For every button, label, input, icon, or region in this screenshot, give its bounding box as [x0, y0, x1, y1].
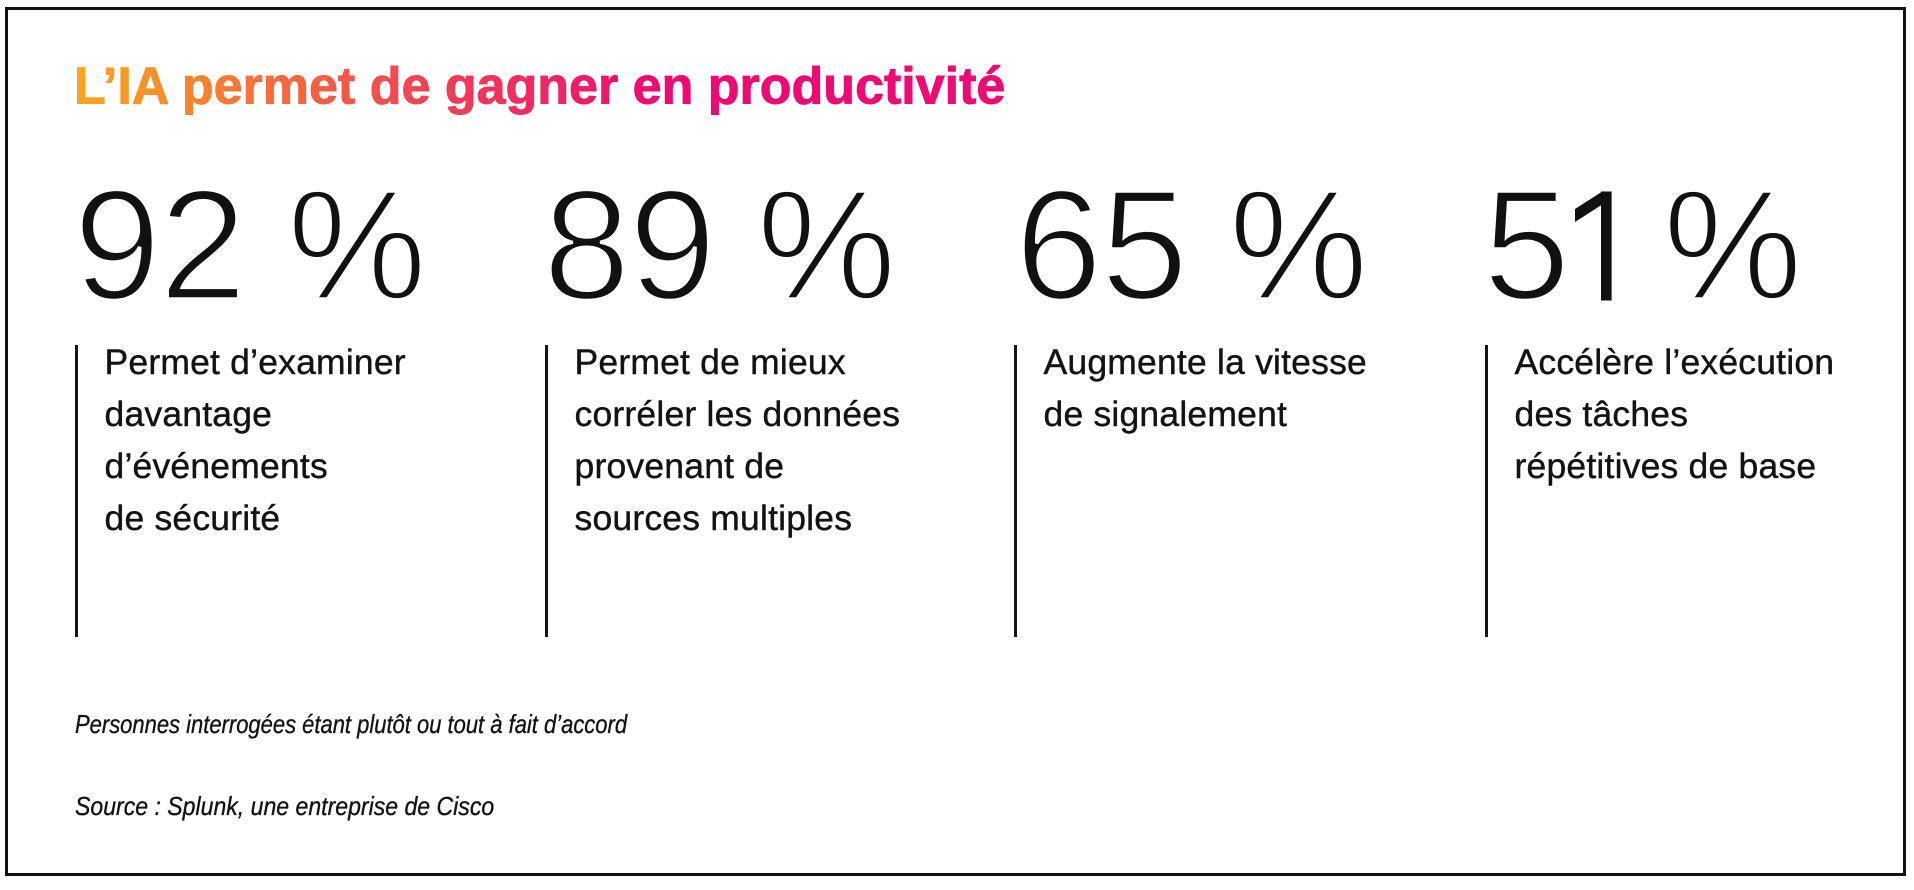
svg-text:L’IA permet de gagner en produ: L’IA permet de gagner en productivité	[74, 58, 1005, 116]
